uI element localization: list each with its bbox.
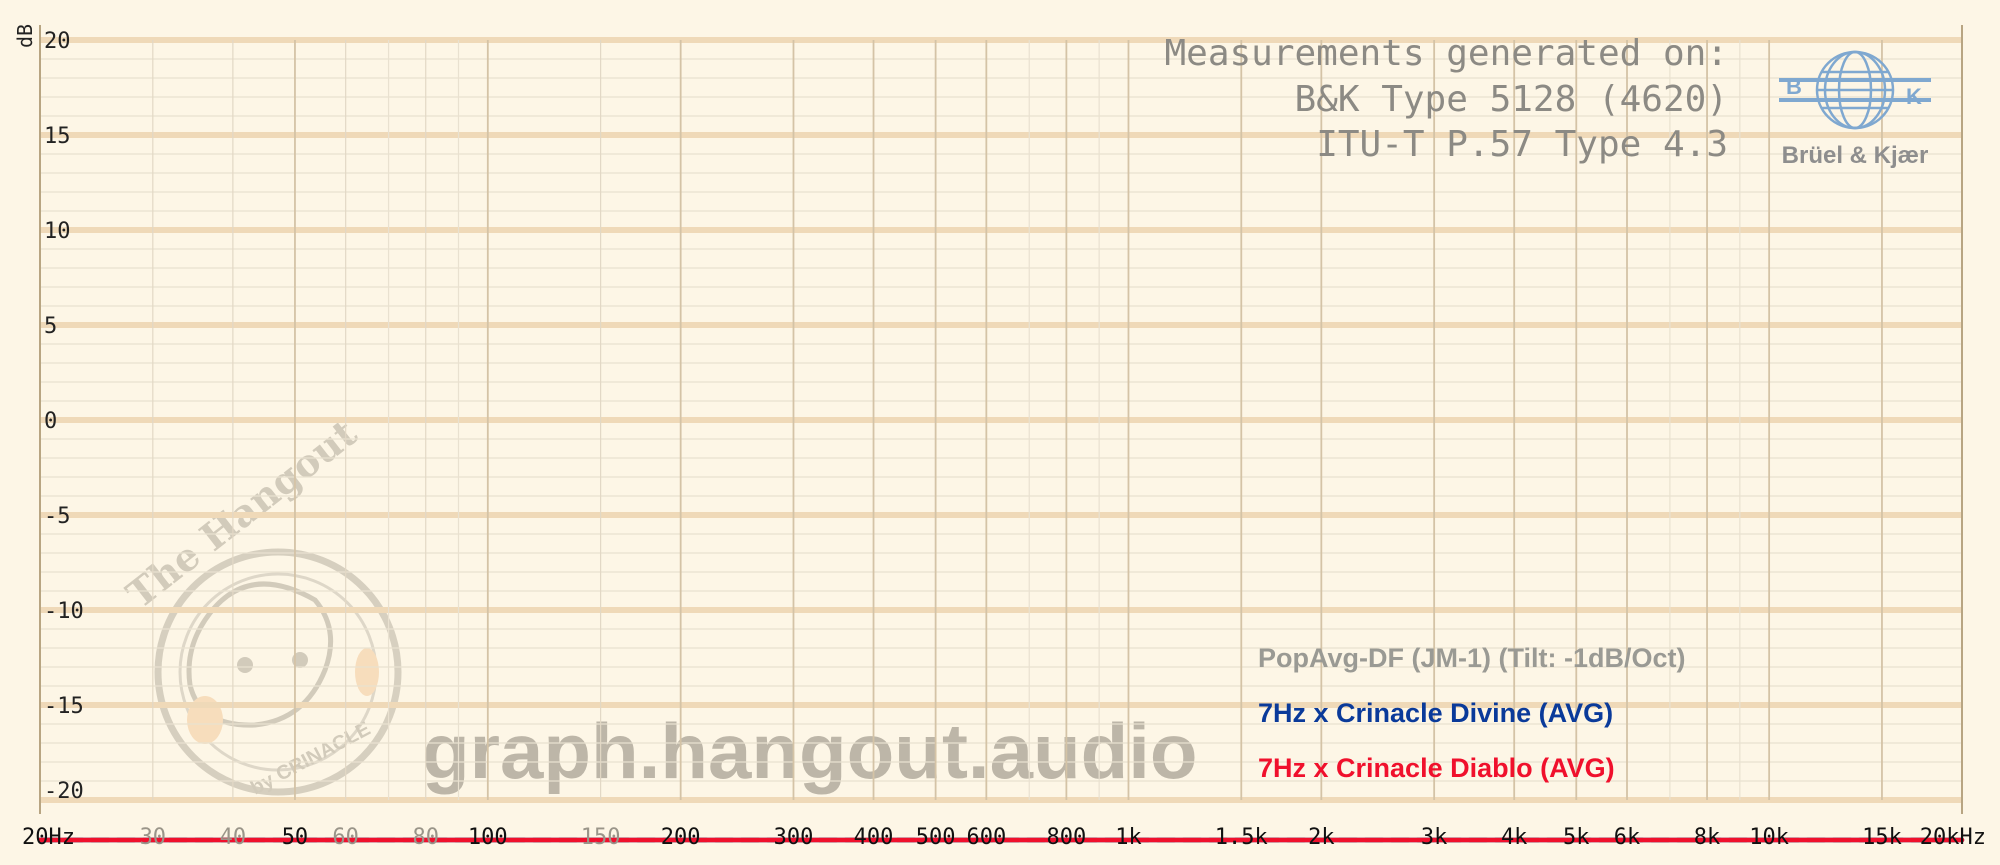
x-tick-label: 500 — [916, 825, 956, 850]
x-tick-label: 100 — [468, 825, 508, 850]
y-tick-label: -20 — [44, 779, 84, 804]
x-tick-label: 50 — [282, 825, 309, 850]
grid — [39, 37, 1963, 803]
y-tick-label: 5 — [44, 314, 57, 339]
x-tick-label: 3k — [1421, 825, 1448, 850]
x-tick-label: 20Hz — [22, 825, 75, 850]
x-tick-label: 30 — [140, 825, 167, 850]
x-tick-label: 300 — [774, 825, 814, 850]
y-tick-label: 10 — [44, 219, 71, 244]
site-watermark: graph.hangout.audio — [422, 707, 1198, 795]
bk-logo-letter-k: K — [1906, 84, 1922, 109]
x-tick-label: 400 — [854, 825, 894, 850]
x-tick-label: 1.5k — [1215, 825, 1268, 850]
legend-entry-1: 7Hz x Crinacle Divine (AVG) — [1258, 698, 1613, 728]
y-tick-label: -5 — [44, 504, 71, 529]
x-tick-label: 8k — [1694, 825, 1721, 850]
legend-entry-0: PopAvg-DF (JM-1) (Tilt: -1dB/Oct) — [1258, 643, 1685, 673]
legend-entry-2: 7Hz x Crinacle Diablo (AVG) — [1258, 753, 1615, 783]
bk-logo-letter-b: B — [1786, 74, 1802, 99]
x-tick-label: 80 — [412, 825, 439, 850]
x-tick-label: 15k — [1862, 825, 1902, 850]
y-tick-label: 15 — [44, 124, 71, 149]
x-tick-label: 600 — [966, 825, 1006, 850]
bk-logo-name: Brüel & Kjær — [1782, 142, 1929, 169]
x-tick-label: 1k — [1115, 825, 1142, 850]
x-tick-label: 6k — [1614, 825, 1641, 850]
y-tick-label: -15 — [44, 694, 84, 719]
measurement-line-1: Measurements generated on: — [1164, 33, 1728, 74]
x-tick-label: 60 — [332, 825, 359, 850]
y-tick-label: -10 — [44, 599, 84, 624]
y-tick-label: 20 — [44, 29, 71, 54]
x-tick-label: 150 — [581, 825, 621, 850]
y-axis-label: dB — [13, 24, 37, 48]
x-tick-label: 2k — [1308, 825, 1335, 850]
x-tick-label: 800 — [1047, 825, 1087, 850]
y-tick-label: 0 — [44, 409, 57, 434]
x-tick-label: 40 — [220, 825, 247, 850]
measurement-line-2: B&K Type 5128 (4620) — [1295, 79, 1728, 120]
legend: PopAvg-DF (JM-1) (Tilt: -1dB/Oct) 7Hz x C… — [1258, 643, 1685, 783]
measurement-line-3: ITU-T P.57 Type 4.3 — [1316, 124, 1728, 165]
x-tick-label: 20kHz — [1920, 825, 1986, 850]
bk-globe-logo — [1779, 50, 1931, 130]
x-tick-label: 4k — [1501, 825, 1528, 850]
x-tick-label: 200 — [661, 825, 701, 850]
x-tick-label: 5k — [1563, 825, 1590, 850]
x-tick-label: 10k — [1749, 825, 1789, 850]
